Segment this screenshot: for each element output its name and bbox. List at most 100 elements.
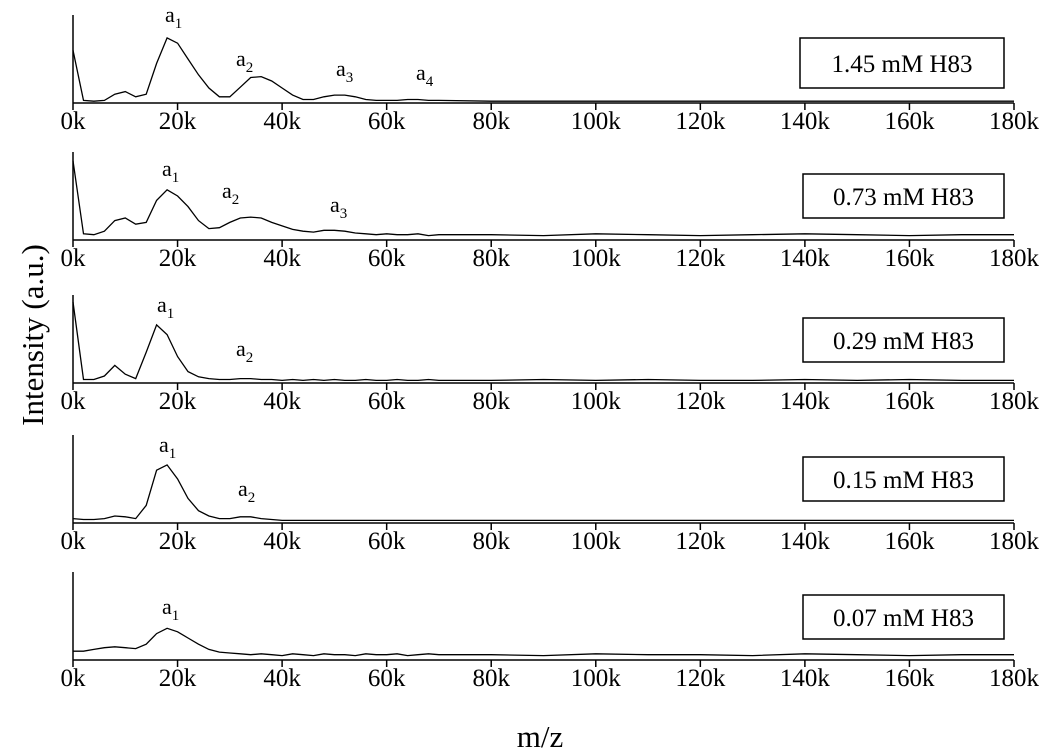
annotation-text: a <box>162 156 172 181</box>
x-tick-label: 0k <box>61 528 87 555</box>
x-tick-label: 160k <box>884 665 935 692</box>
x-tick-label: 40k <box>263 108 301 135</box>
panel: 0k 20k 40k 60k 80k 100k 120k 140k 160k 180k 0.15 m… <box>61 432 1040 555</box>
annotation-text: a <box>416 60 426 85</box>
peak-annotation: a2 <box>238 476 255 506</box>
peak-annotation: a2 <box>236 46 253 76</box>
legend-box <box>802 456 1005 502</box>
peak-annotation: a1 <box>159 432 176 462</box>
peak-annotation: a2 <box>222 178 239 208</box>
peak-annotation: a3 <box>330 192 347 222</box>
annotation-text: a <box>336 56 346 81</box>
x-tick-label: 80k <box>472 528 510 555</box>
x-tick-label: 100k <box>571 388 622 415</box>
x-tick-label: 180k <box>989 388 1040 415</box>
annotation-subscript: 2 <box>246 350 254 366</box>
x-tick-label: 80k <box>472 665 510 692</box>
x-tick-label: 0k <box>61 245 87 272</box>
x-tick-label: 120k <box>675 108 726 135</box>
x-tick-label: 20k <box>159 528 197 555</box>
annotation-subscript: 1 <box>172 608 180 624</box>
x-tick-label: 180k <box>989 108 1040 135</box>
x-tick-label: 160k <box>884 108 935 135</box>
peak-annotation: a1 <box>165 2 182 32</box>
annotation-subscript: 1 <box>175 16 183 32</box>
x-tick-label: 60k <box>368 245 406 272</box>
x-tick-label: 100k <box>571 245 622 272</box>
annotation-text: a <box>236 336 246 361</box>
x-tick-label: 40k <box>263 388 301 415</box>
annotation-text: a <box>236 46 246 71</box>
peak-annotation: a1 <box>162 594 179 624</box>
x-tick-label: 160k <box>884 245 935 272</box>
x-tick-label: 140k <box>780 528 831 555</box>
annotation-subscript: 1 <box>172 170 180 186</box>
panel-label: 1.45 mM H83 <box>832 51 973 78</box>
annotation-text: a <box>222 178 232 203</box>
legend-box <box>802 173 1005 219</box>
y-axis-label: Intensity (a.u.) <box>15 244 50 426</box>
x-tick-label: 140k <box>780 245 831 272</box>
x-tick-label: 60k <box>368 108 406 135</box>
panel: 0k 20k 40k 60k 80k 100k 120k 140k 160k 180k 0.29 m… <box>61 292 1040 415</box>
panel: 0k 20k 40k 60k 80k 100k 120k 140k 160k 180k 0.07 m… <box>61 572 1040 692</box>
x-tick-label: 20k <box>159 665 197 692</box>
x-tick-label: 80k <box>472 388 510 415</box>
x-tick-label: 140k <box>780 108 831 135</box>
annotation-subscript: 3 <box>346 70 354 86</box>
spectrum-line <box>72 464 1014 522</box>
peak-annotation: a1 <box>157 292 174 322</box>
panel-label: 0.29 mM H83 <box>833 328 974 355</box>
x-tick-label: 40k <box>263 245 301 272</box>
x-tick-label: 60k <box>368 388 406 415</box>
annotation-subscript: 2 <box>232 192 240 208</box>
x-tick-label: 160k <box>884 388 935 415</box>
spectrum-line <box>72 301 1014 382</box>
peak-annotation: a3 <box>336 56 353 86</box>
panel-label: 0.15 mM H83 <box>833 467 974 494</box>
x-tick-label: 120k <box>675 388 726 415</box>
x-tick-label: 120k <box>675 665 726 692</box>
annotation-text: a <box>165 2 175 27</box>
x-tick-label: 140k <box>780 388 831 415</box>
annotation-text: a <box>330 192 340 217</box>
peak-annotation: a2 <box>236 336 253 366</box>
annotation-text: a <box>162 594 172 619</box>
legend-box <box>802 594 1005 640</box>
x-tick-label: 80k <box>472 245 510 272</box>
x-tick-label: 0k <box>61 108 87 135</box>
x-tick-label: 120k <box>675 528 726 555</box>
x-tick-label: 100k <box>571 665 622 692</box>
peak-annotation: a4 <box>416 60 434 90</box>
annotation-text: a <box>157 292 167 317</box>
x-tick-label: 20k <box>159 388 197 415</box>
x-tick-label: 80k <box>472 108 510 135</box>
x-tick-label: 180k <box>989 528 1040 555</box>
x-tick-label: 20k <box>159 108 197 135</box>
panel: 0k 20k 40k 60k 80k 100k 120k 140k 160k 180k 0.73 m… <box>61 152 1040 272</box>
panel: 0k 20k 40k 60k 80k 100k 120k 140k 160k 180k 1.45 m… <box>61 2 1040 135</box>
spectrum-line <box>72 37 1014 102</box>
x-tick-label: 180k <box>989 665 1040 692</box>
x-axis-label: m/z <box>517 719 564 752</box>
annotation-subscript: 1 <box>167 306 175 322</box>
peak-annotation: a1 <box>162 156 179 186</box>
x-tick-label: 20k <box>159 245 197 272</box>
annotation-text: a <box>238 476 248 501</box>
annotation-subscript: 3 <box>340 206 348 222</box>
annotation-subscript: 2 <box>246 60 254 76</box>
legend-box <box>799 37 1005 89</box>
x-tick-label: 140k <box>780 665 831 692</box>
x-tick-label: 180k <box>989 245 1040 272</box>
x-tick-label: 100k <box>571 108 622 135</box>
panel-label: 0.73 mM H83 <box>833 184 974 211</box>
annotation-subscript: 2 <box>248 490 256 506</box>
x-tick-label: 100k <box>571 528 622 555</box>
annotation-text: a <box>159 432 169 457</box>
x-tick-label: 40k <box>263 665 301 692</box>
x-tick-label: 40k <box>263 528 301 555</box>
legend-box <box>802 317 1005 363</box>
annotation-subscript: 4 <box>426 74 434 90</box>
spectrum-line <box>72 160 1014 237</box>
